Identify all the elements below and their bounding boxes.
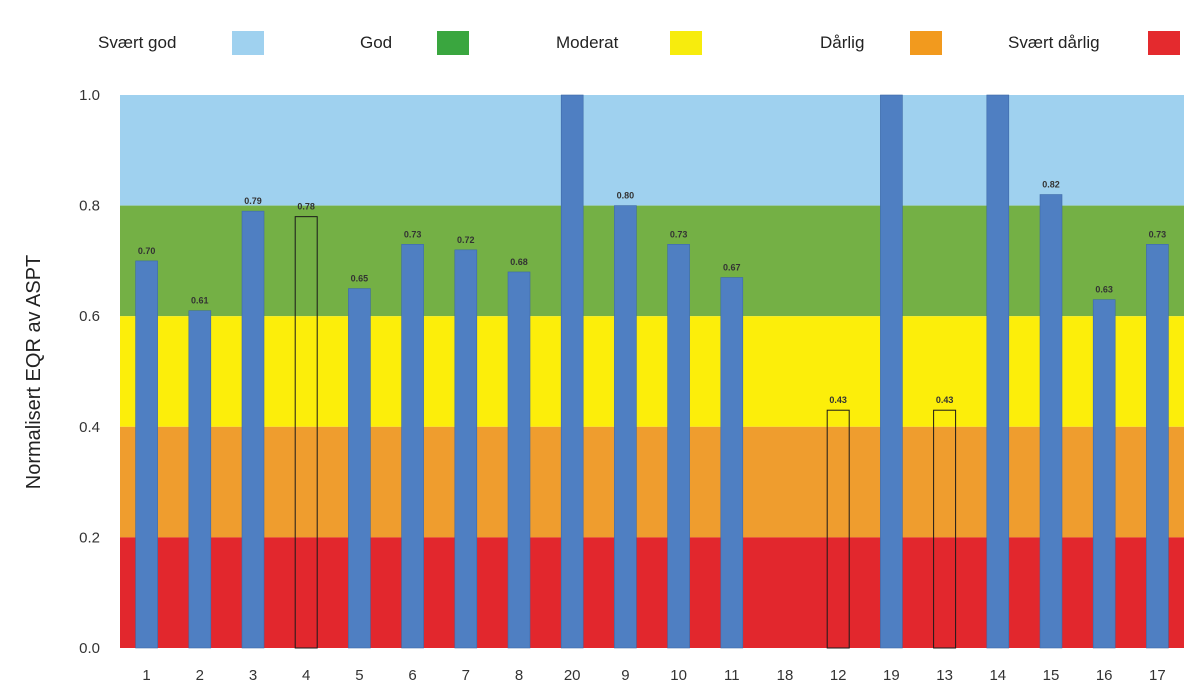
band-2	[120, 316, 1184, 427]
legend-item-god: God	[360, 28, 392, 58]
bar-12	[826, 409, 850, 649]
bar-9	[614, 205, 637, 649]
band-1	[120, 205, 1184, 317]
bar-5	[348, 288, 371, 649]
x-tick-label-4: 4	[302, 667, 310, 684]
bar-3	[241, 210, 265, 649]
value-label-15: 0.82	[1042, 180, 1060, 190]
bars	[135, 94, 1169, 649]
y-tick-label: 0.2	[79, 529, 100, 546]
x-tick-label-14: 14	[989, 667, 1006, 684]
value-label-2: 0.61	[191, 296, 209, 306]
bar-13	[933, 409, 957, 649]
bar-8	[507, 271, 531, 649]
y-tick-label: 0.4	[79, 419, 100, 436]
x-tick-label-7: 7	[462, 667, 470, 684]
legend-label: Moderat	[556, 33, 619, 52]
x-tick-label-5: 5	[355, 667, 363, 684]
value-label-11: 0.67	[723, 262, 741, 272]
band-3	[120, 426, 1184, 538]
y-tick-label: 0.8	[79, 198, 100, 215]
legend-item-darlig: Dårlig	[820, 28, 864, 58]
value-label-17: 0.73	[1149, 229, 1167, 239]
bar-2	[188, 310, 212, 649]
x-tick-label-16: 16	[1096, 667, 1113, 684]
value-label-6: 0.73	[404, 229, 422, 239]
legend-item-svaert-god: Svært god	[98, 28, 176, 58]
value-label-8: 0.68	[510, 257, 528, 267]
x-tick-label-12: 12	[830, 667, 847, 684]
y-tick-label: 1.0	[79, 87, 100, 104]
value-label-1: 0.70	[138, 246, 156, 256]
bar-17	[1146, 244, 1169, 649]
y-axis-ticks: 0.0 0.2 0.4 0.6 0.8 1.0	[79, 87, 100, 657]
value-label-7: 0.72	[457, 235, 475, 245]
value-label-5: 0.65	[351, 274, 369, 284]
value-label-9: 0.80	[617, 191, 635, 201]
legend: Svært god God Moderat Dårlig Svært dårli…	[0, 0, 1184, 80]
value-label-16: 0.63	[1095, 285, 1113, 295]
value-label-13: 0.43	[936, 395, 954, 405]
bar-14	[986, 94, 1010, 649]
legend-swatch-svaert-darlig	[1148, 31, 1180, 55]
x-tick-label-18: 18	[777, 667, 794, 684]
x-tick-label-1: 1	[142, 667, 150, 684]
y-tick-label: 0.6	[79, 308, 100, 325]
bar-1	[135, 260, 158, 649]
bar-4	[294, 216, 318, 649]
quality-bands	[120, 95, 1184, 648]
x-tick-label-15: 15	[1043, 667, 1060, 684]
legend-swatch-darlig	[910, 31, 942, 55]
legend-label: Svært dårlig	[1008, 33, 1100, 52]
bar-15	[1039, 194, 1063, 649]
x-tick-label-9: 9	[621, 667, 629, 684]
y-tick-label: 0.0	[79, 640, 100, 657]
x-axis-ticks: 1 2 3 4 5 6 7 8 20 9 10 11 18 12 19 13 14 15 16 17	[142, 667, 1165, 684]
legend-label: Dårlig	[820, 33, 865, 52]
bar-11	[720, 277, 744, 649]
legend-swatch-moderat	[670, 31, 702, 55]
value-label-4: 0.78	[297, 202, 315, 212]
legend-label: God	[360, 33, 393, 52]
x-tick-label-8: 8	[515, 667, 523, 684]
legend-swatch-svaert-god	[232, 31, 264, 55]
legend-item-svaert-darlig: Svært dårlig	[1008, 28, 1100, 58]
x-tick-label-6: 6	[408, 667, 416, 684]
value-labels: 0.70 0.61 0.79 0.78 0.65 0.73 0.72 0.68 0.80 0.73…	[138, 180, 1166, 406]
bar-16	[1092, 299, 1116, 649]
x-tick-label-19: 19	[883, 667, 900, 684]
bar-7	[454, 249, 478, 649]
value-label-3: 0.79	[244, 196, 262, 206]
y-axis-label: Normalisert EQR av ASPT	[23, 255, 45, 490]
value-label-12: 0.43	[829, 395, 847, 405]
x-tick-label-11: 11	[724, 667, 740, 684]
legend-swatch-god	[437, 31, 469, 55]
band-4	[120, 537, 1184, 648]
bar-19	[880, 94, 903, 649]
x-tick-label-2: 2	[196, 667, 204, 684]
legend-label: Svært god	[98, 33, 177, 52]
value-label-10: 0.73	[670, 229, 688, 239]
bar-10	[667, 244, 690, 649]
x-tick-label-17: 17	[1149, 667, 1166, 684]
legend-item-moderat: Moderat	[556, 28, 618, 58]
x-tick-label-13: 13	[936, 667, 953, 684]
bar-20	[560, 94, 584, 649]
x-tick-label-20: 20	[564, 667, 581, 684]
band-0	[120, 95, 1184, 206]
x-tick-label-10: 10	[670, 667, 687, 684]
x-tick-label-3: 3	[249, 667, 257, 684]
bar-6	[401, 244, 424, 649]
